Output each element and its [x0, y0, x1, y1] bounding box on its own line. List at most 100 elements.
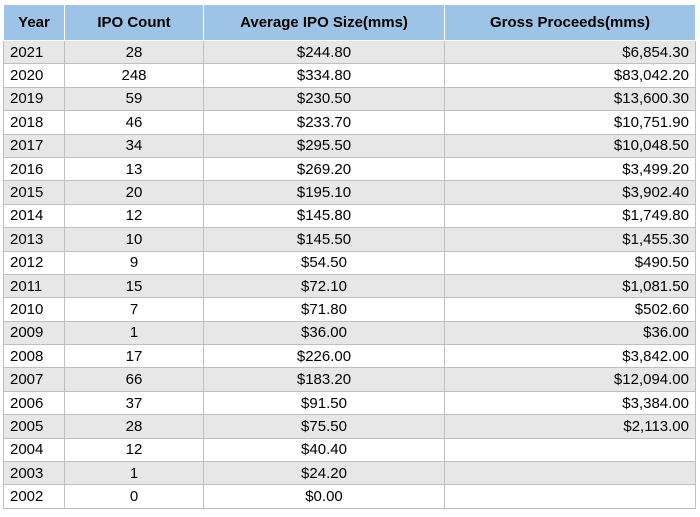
cell-gross-proceeds [444, 484, 696, 509]
table-row: 2018 46 $233.70 $10,751.90 [3, 110, 696, 135]
cell-gross-proceeds: $36.00 [444, 320, 696, 346]
cell-gross-proceeds: $1,455.30 [444, 227, 696, 252]
cell-year: 2014 [3, 203, 65, 229]
table-row: 2021 28 $244.80 $6,854.30 [3, 39, 696, 65]
cell-year: 2018 [3, 110, 65, 135]
cell-gross-proceeds: $3,902.40 [444, 180, 696, 205]
table-row: 2009 1 $36.00 $36.00 [3, 320, 696, 346]
cell-year: 2007 [3, 367, 65, 392]
ipo-table-container: Year IPO Count Average IPO Size(mms) Gro… [3, 4, 696, 509]
cell-ipo-count: 12 [64, 437, 204, 463]
cell-gross-proceeds: $490.50 [444, 250, 696, 275]
cell-gross-proceeds: $13,600.30 [444, 86, 696, 112]
cell-ipo-count: 15 [64, 273, 204, 299]
cell-gross-proceeds: $2,113.00 [444, 414, 696, 439]
cell-year: 2015 [3, 180, 65, 205]
cell-year: 2003 [3, 461, 65, 486]
cell-gross-proceeds: $12,094.00 [444, 367, 696, 392]
cell-ipo-count: 10 [64, 227, 204, 252]
table-row: 2017 34 $295.50 $10,048.50 [3, 133, 696, 158]
cell-ipo-count: 34 [64, 133, 204, 158]
cell-average-ipo-size: $230.50 [203, 86, 445, 112]
table-row: 2010 7 $71.80 $502.60 [3, 297, 696, 322]
table-header: Year IPO Count Average IPO Size(mms) Gro… [3, 4, 696, 41]
cell-average-ipo-size: $40.40 [203, 437, 445, 463]
cell-average-ipo-size: $91.50 [203, 390, 445, 416]
cell-average-ipo-size: $72.10 [203, 273, 445, 299]
cell-gross-proceeds: $10,048.50 [444, 133, 696, 158]
cell-gross-proceeds [444, 461, 696, 486]
cell-year: 2004 [3, 437, 65, 463]
header-row: Year IPO Count Average IPO Size(mms) Gro… [3, 4, 696, 41]
table-row: 2014 12 $145.80 $1,749.80 [3, 203, 696, 229]
cell-year: 2010 [3, 297, 65, 322]
table-row: 2016 13 $269.20 $3,499.20 [3, 156, 696, 182]
cell-gross-proceeds: $83,042.20 [444, 63, 696, 88]
table-row: 2020 248 $334.80 $83,042.20 [3, 63, 696, 88]
cell-average-ipo-size: $295.50 [203, 133, 445, 158]
cell-ipo-count: 0 [64, 484, 204, 509]
cell-average-ipo-size: $233.70 [203, 110, 445, 135]
cell-year: 2017 [3, 133, 65, 158]
cell-ipo-count: 1 [64, 461, 204, 486]
cell-ipo-count: 59 [64, 86, 204, 112]
table-row: 2007 66 $183.20 $12,094.00 [3, 367, 696, 392]
cell-gross-proceeds: $10,751.90 [444, 110, 696, 135]
header-ipo-count: IPO Count [64, 4, 204, 41]
cell-gross-proceeds: $1,749.80 [444, 203, 696, 229]
cell-ipo-count: 9 [64, 250, 204, 275]
cell-year: 2006 [3, 390, 65, 416]
cell-gross-proceeds: $6,854.30 [444, 39, 696, 65]
table-row: 2002 0 $0.00 [3, 484, 696, 509]
table-row: 2003 1 $24.20 [3, 461, 696, 486]
cell-gross-proceeds: $502.60 [444, 297, 696, 322]
cell-gross-proceeds [444, 437, 696, 463]
table-row: 2011 15 $72.10 $1,081.50 [3, 273, 696, 299]
cell-year: 2019 [3, 86, 65, 112]
cell-ipo-count: 7 [64, 297, 204, 322]
cell-average-ipo-size: $75.50 [203, 414, 445, 439]
cell-average-ipo-size: $145.50 [203, 227, 445, 252]
cell-ipo-count: 1 [64, 320, 204, 346]
cell-year: 2020 [3, 63, 65, 88]
cell-average-ipo-size: $24.20 [203, 461, 445, 486]
cell-ipo-count: 12 [64, 203, 204, 229]
cell-average-ipo-size: $269.20 [203, 156, 445, 182]
cell-average-ipo-size: $36.00 [203, 320, 445, 346]
cell-ipo-count: 28 [64, 39, 204, 65]
cell-gross-proceeds: $1,081.50 [444, 273, 696, 299]
table-row: 2012 9 $54.50 $490.50 [3, 250, 696, 275]
cell-year: 2021 [3, 39, 65, 65]
header-year: Year [3, 4, 65, 41]
cell-ipo-count: 13 [64, 156, 204, 182]
header-average-ipo-size: Average IPO Size(mms) [203, 4, 445, 41]
cell-average-ipo-size: $54.50 [203, 250, 445, 275]
cell-average-ipo-size: $334.80 [203, 63, 445, 88]
cell-gross-proceeds: $3,384.00 [444, 390, 696, 416]
ipo-table: Year IPO Count Average IPO Size(mms) Gro… [3, 4, 696, 509]
cell-ipo-count: 37 [64, 390, 204, 416]
cell-average-ipo-size: $71.80 [203, 297, 445, 322]
cell-ipo-count: 248 [64, 63, 204, 88]
cell-year: 2013 [3, 227, 65, 252]
table-body: 2021 28 $244.80 $6,854.30 2020 248 $334.80 $83,… [3, 39, 696, 509]
cell-average-ipo-size: $195.10 [203, 180, 445, 205]
table-row: 2015 20 $195.10 $3,902.40 [3, 180, 696, 205]
cell-average-ipo-size: $0.00 [203, 484, 445, 509]
cell-ipo-count: 28 [64, 414, 204, 439]
cell-ipo-count: 20 [64, 180, 204, 205]
cell-ipo-count: 66 [64, 367, 204, 392]
table-row: 2004 12 $40.40 [3, 437, 696, 463]
cell-year: 2008 [3, 344, 65, 369]
table-row: 2005 28 $75.50 $2,113.00 [3, 414, 696, 439]
cell-year: 2012 [3, 250, 65, 275]
cell-year: 2011 [3, 273, 65, 299]
table-row: 2008 17 $226.00 $3,842.00 [3, 344, 696, 369]
table-row: 2013 10 $145.50 $1,455.30 [3, 227, 696, 252]
cell-ipo-count: 17 [64, 344, 204, 369]
cell-ipo-count: 46 [64, 110, 204, 135]
table-row: 2019 59 $230.50 $13,600.30 [3, 86, 696, 112]
table-row: 2006 37 $91.50 $3,384.00 [3, 390, 696, 416]
cell-gross-proceeds: $3,842.00 [444, 344, 696, 369]
cell-year: 2002 [3, 484, 65, 509]
